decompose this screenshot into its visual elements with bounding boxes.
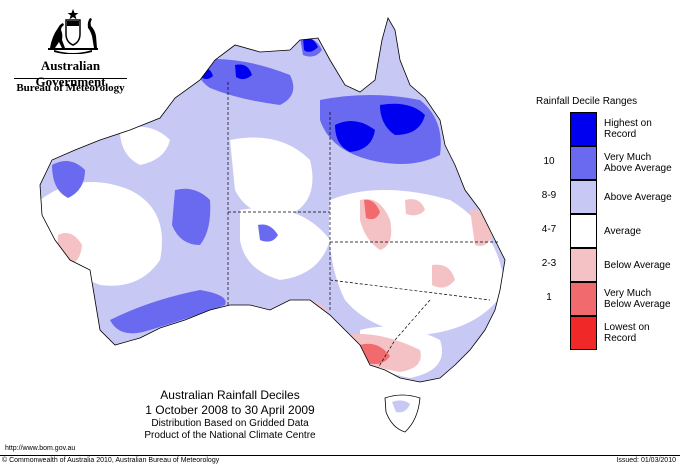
legend-label: Highest on Record (604, 112, 674, 146)
legend-label-text: Lowest on Record (604, 322, 650, 344)
legend-label-text: Below Average (604, 260, 671, 271)
legend-label-line1: Very Much (604, 288, 652, 299)
map-note-line1: Distribution Based on Gridded Data (151, 418, 309, 429)
legend-title: Rainfall Decile Ranges (536, 96, 638, 107)
legend-decile-code: 1 (546, 292, 552, 303)
legend-decile-code: 2-3 (541, 258, 557, 269)
legend-label-line1: Very Much (604, 152, 652, 163)
copyright-notice: © Commonwealth of Australia 2010, Austra… (2, 457, 220, 464)
legend-label-line2: Record (604, 333, 637, 344)
legend-label-text: Very Much Below Average (604, 288, 671, 310)
legend-swatch (570, 146, 597, 180)
legend-label-line2: Below Average (604, 299, 671, 310)
legend-label-line1: Above Average (604, 191, 672, 203)
coat-of-arms-icon (48, 9, 98, 54)
bureau-name: Bureau of Meteorology (16, 82, 125, 94)
legend-decile-code: 4-7 (541, 224, 557, 235)
legend-decile-code: 10 (543, 156, 555, 167)
government-logo: Australian Government Bureau of Meteorol… (8, 6, 133, 96)
legend-row: 4-7 Average (532, 214, 672, 248)
logo-divider (14, 78, 127, 79)
legend-label-text: Very Much Above Average (604, 152, 672, 174)
map-title: Australian Rainfall Deciles (160, 388, 300, 402)
state-borders (227, 82, 498, 369)
legend-label: Lowest on Record (604, 316, 674, 350)
issued-date: Issued: 01/03/2010 (616, 457, 676, 464)
footer-divider (0, 455, 680, 456)
legend-decile-code: 8-9 (541, 190, 557, 201)
legend-label: Above Average (604, 180, 674, 214)
legend-label-line1: Lowest on (604, 322, 650, 333)
legend-row: 8-9 Above Average (532, 180, 672, 214)
legend-label-text: Average (604, 226, 641, 237)
legend-row: 10 Very Much Above Average (532, 146, 672, 180)
legend-row: Lowest on Record (532, 316, 672, 350)
legend-label-line2: Above Average (604, 163, 672, 174)
legend-label: Very Much Above Average (604, 146, 674, 180)
map-note-line2: Product of the National Climate Centre (144, 430, 316, 441)
legend-label-line2: Record (604, 129, 637, 140)
legend-swatch (570, 180, 597, 214)
legend-label-line1: Average (604, 225, 642, 237)
legend-swatch (570, 282, 597, 316)
legend-row: Highest on Record (532, 112, 672, 146)
legend-swatch (570, 112, 597, 146)
legend-label-text: Above Average (604, 192, 672, 203)
government-name: Australian Government (35, 58, 106, 89)
legend-swatch (570, 316, 597, 350)
bom-url[interactable]: http://www.bom.gov.au (5, 445, 76, 452)
legend-label: Very Much Below Average (604, 282, 674, 316)
legend-label-text: Highest on Record (604, 118, 652, 140)
legend-row: 2-3 Below Average (532, 248, 672, 282)
legend-swatch (570, 214, 597, 248)
legend-row: 1 Very Much Below Average (532, 282, 672, 316)
map-period: 1 October 2008 to 30 April 2009 (145, 403, 315, 417)
tasmania-outline (384, 394, 421, 433)
legend-label-line1: Highest on (604, 118, 652, 129)
legend-label-line1: Below Average (604, 259, 671, 271)
legend-swatch (570, 248, 597, 282)
tasmania-decile (392, 400, 410, 413)
legend-label: Average (604, 214, 674, 248)
map-titles: Australian Rainfall Deciles 1 October 20… (110, 388, 350, 442)
australia-coastline (39, 16, 506, 383)
legend-label: Below Average (604, 248, 674, 282)
